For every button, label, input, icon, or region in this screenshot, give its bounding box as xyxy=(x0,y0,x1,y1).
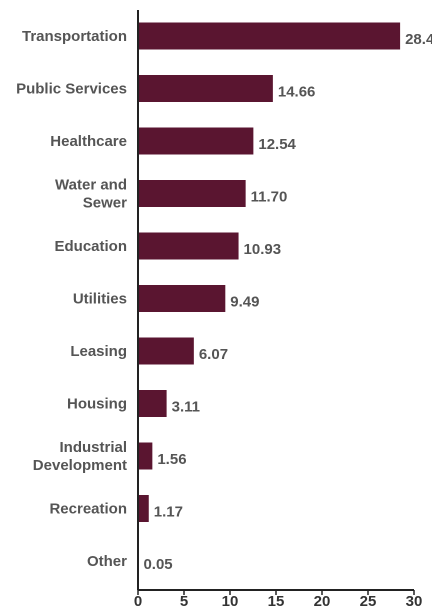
category-label-4: Education xyxy=(54,238,127,255)
value-label-3: 11.70 xyxy=(251,189,288,206)
x-axis-ticks: 0 5 10 15 20 25 30 xyxy=(134,590,423,608)
x-tick-label-0: 0 xyxy=(134,593,142,608)
category-label-0: Transportation xyxy=(22,28,127,45)
category-label-8: Industrial Development xyxy=(33,439,127,474)
category-label-9: Recreation xyxy=(49,501,127,518)
category-label-6: Leasing xyxy=(70,343,127,360)
bar-7 xyxy=(138,390,167,417)
bar-4 xyxy=(138,232,239,260)
x-tick-label-4: 20 xyxy=(314,593,331,608)
value-label-2: 12.54 xyxy=(258,136,296,153)
value-label-10: 0.05 xyxy=(143,556,172,573)
value-label-4: 10.93 xyxy=(244,241,282,258)
x-tick-label-1: 5 xyxy=(180,593,188,608)
x-tick-label-2: 10 xyxy=(222,593,239,608)
value-label-7: 3.11 xyxy=(172,399,200,416)
value-label-0: 28.49 xyxy=(405,31,432,48)
x-tick-label-5: 25 xyxy=(360,593,377,608)
category-labels: Transportation Public Services Healthcare W… xyxy=(16,28,127,570)
category-label-7: Housing xyxy=(67,396,127,413)
bar-5 xyxy=(138,285,226,312)
value-label-1: 14.66 xyxy=(278,84,316,101)
category-label-5: Utilities xyxy=(73,291,127,308)
bar-9 xyxy=(138,495,149,522)
x-tick-label-6: 30 xyxy=(406,593,423,608)
category-label-1: Public Services xyxy=(16,81,127,98)
value-labels: 28.49 14.66 12.54 11.70 10.93 9.49 6.07 3.11 1.5… xyxy=(143,31,432,573)
bar-6 xyxy=(138,337,194,365)
bar-8 xyxy=(138,442,153,470)
bar-2 xyxy=(138,127,254,155)
bars-group xyxy=(138,22,401,575)
value-label-8: 1.56 xyxy=(157,451,186,468)
category-label-3: Water and Sewer xyxy=(55,177,127,212)
x-tick-label-3: 15 xyxy=(268,593,285,608)
value-label-6: 6.07 xyxy=(199,346,228,363)
bar-3 xyxy=(138,180,246,207)
bar-0 xyxy=(138,22,401,50)
category-label-10: Other xyxy=(87,553,127,570)
value-label-5: 9.49 xyxy=(230,294,259,311)
bar-1 xyxy=(138,75,273,102)
category-label-2: Healthcare xyxy=(50,133,127,150)
value-label-9: 1.17 xyxy=(154,504,183,521)
